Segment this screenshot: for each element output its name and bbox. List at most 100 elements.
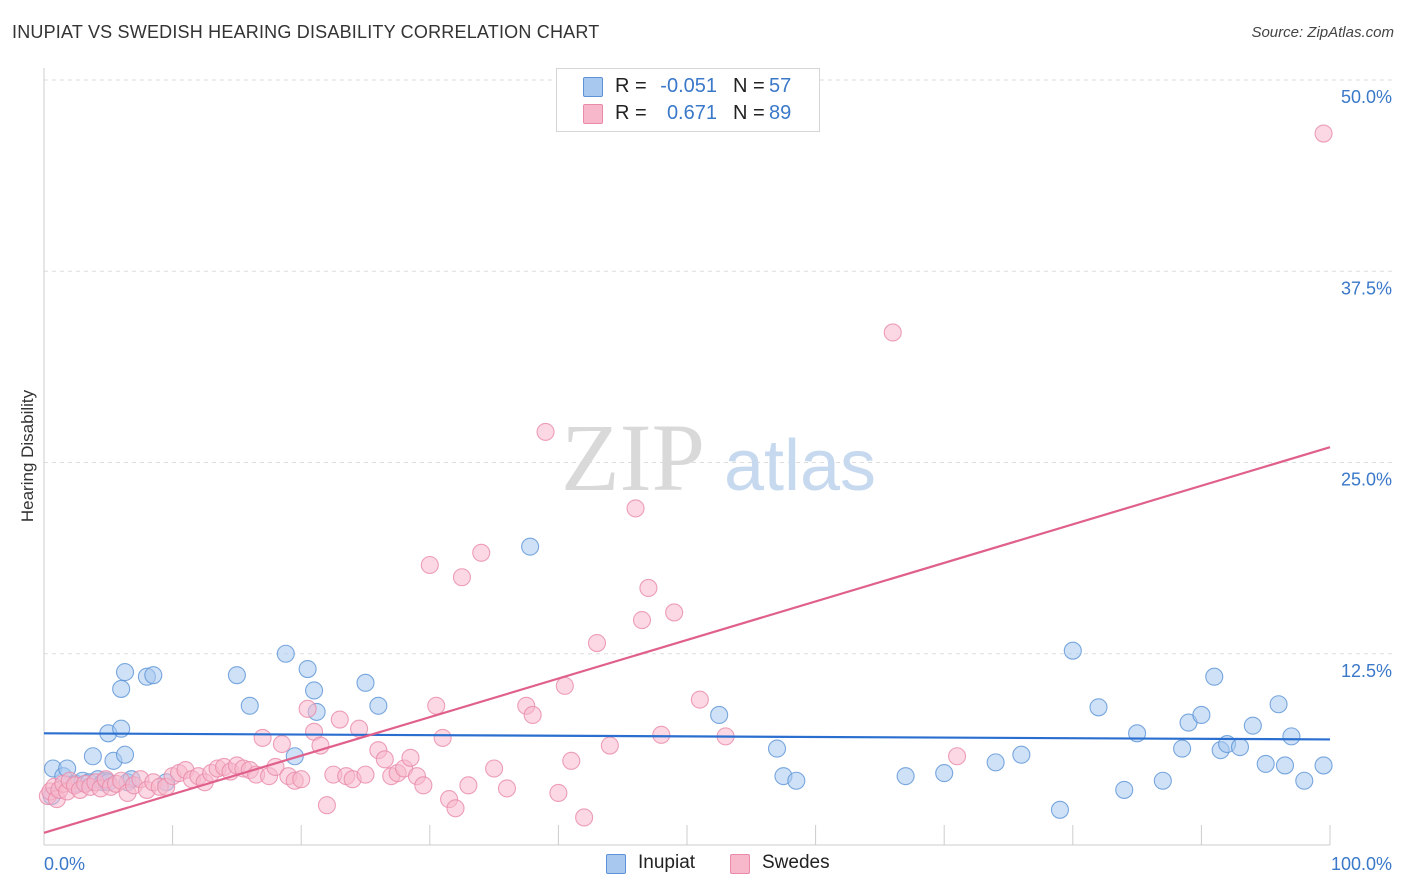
data-point	[446, 799, 465, 818]
data-point	[1282, 727, 1301, 746]
data-point	[896, 767, 915, 786]
data-point	[375, 750, 394, 769]
data-point	[555, 676, 574, 695]
data-point	[427, 696, 446, 715]
data-point	[986, 753, 1005, 772]
data-point	[639, 578, 658, 598]
data-point	[112, 679, 131, 698]
watermark: ZIP atlas	[561, 404, 876, 511]
data-point	[285, 747, 304, 766]
data-point	[459, 776, 478, 795]
data-point	[115, 663, 135, 682]
data-point	[276, 644, 295, 663]
data-point	[298, 699, 317, 718]
data-point	[330, 710, 349, 729]
y-axis-label: Hearing Disability	[18, 389, 37, 522]
data-point	[1269, 695, 1288, 714]
watermark-zip: ZIP	[561, 404, 705, 511]
correlation-legend: R = -0.051 N = 57 R = 0.671 N = 89	[556, 68, 820, 132]
data-point	[1115, 780, 1134, 799]
data-point	[497, 779, 517, 798]
data-point	[665, 603, 684, 622]
data-point	[1230, 738, 1250, 757]
chart-title: INUPIAT VS SWEDISH HEARING DISABILITY CO…	[12, 22, 600, 42]
legend-label-swedes: Swedes	[762, 852, 830, 873]
r-value: -0.051	[660, 75, 717, 97]
data-point	[356, 673, 375, 692]
legend-row-inupiat: R = -0.051 N = 57	[557, 73, 819, 101]
data-point	[787, 771, 806, 790]
r-value: 0.671	[666, 102, 717, 124]
data-point	[1205, 667, 1224, 686]
data-point	[587, 633, 607, 653]
data-point	[83, 747, 102, 766]
data-point	[420, 555, 439, 575]
data-point	[632, 611, 652, 630]
data-point	[401, 748, 420, 767]
data-point	[1243, 716, 1262, 735]
data-point	[485, 759, 504, 778]
source-label: Source: ZipAtlas.com	[1251, 24, 1394, 41]
data-point	[1192, 705, 1211, 725]
data-point	[562, 751, 581, 770]
data-point	[652, 725, 671, 744]
inupiat-trend-line	[43, 732, 1331, 741]
data-point	[626, 499, 645, 518]
data-point	[298, 659, 317, 679]
legend-row-swedes: R = 0.671 N = 89	[557, 100, 819, 128]
inupiat-swatch	[583, 77, 603, 97]
legend-label-inupiat: Inupiat	[638, 852, 696, 873]
data-point	[253, 728, 272, 747]
r-label: R =	[615, 75, 647, 97]
data-point	[690, 690, 709, 709]
y-tick-label: 37.5%	[1341, 278, 1392, 298]
data-point	[1089, 698, 1108, 717]
data-point	[305, 681, 324, 700]
axes	[43, 68, 1331, 846]
data-point	[414, 776, 433, 795]
data-point	[523, 705, 542, 725]
data-point	[1256, 754, 1275, 773]
data-point	[1153, 771, 1172, 790]
x-tick-labels: 0.0% 100.0%	[44, 854, 1392, 874]
swedes-swatch	[583, 104, 603, 124]
series-legend: Inupiat Swedes	[0, 852, 1406, 878]
data-point	[521, 537, 540, 556]
x-tick-label: 0.0%	[44, 854, 85, 874]
data-point	[600, 736, 619, 755]
data-point	[883, 323, 902, 342]
data-point	[317, 796, 336, 815]
data-point	[1314, 124, 1333, 143]
y-tick-label: 50.0%	[1341, 87, 1392, 107]
swedes-points	[38, 124, 1333, 827]
data-point	[575, 808, 594, 827]
y-tick-labels: 12.5% 25.0% 37.5% 50.0%	[1341, 87, 1392, 681]
data-point	[767, 739, 787, 758]
inupiat-swatch	[606, 854, 626, 874]
inupiat-points	[42, 537, 1333, 819]
data-point	[115, 745, 135, 764]
data-point	[1275, 756, 1295, 775]
n-label: N =	[733, 102, 765, 124]
data-point	[227, 666, 246, 685]
data-point	[948, 747, 967, 766]
data-point	[452, 568, 472, 587]
grid-lines	[44, 79, 1392, 655]
data-point	[356, 765, 375, 784]
data-point	[144, 666, 163, 685]
data-point	[1050, 800, 1069, 819]
data-point	[536, 422, 555, 441]
swedes-trend-line	[43, 446, 1331, 834]
data-point	[1012, 745, 1031, 764]
data-point	[433, 728, 452, 747]
data-point	[311, 736, 330, 755]
n-value: 89	[769, 102, 792, 124]
data-point	[369, 696, 388, 715]
data-point	[549, 783, 568, 803]
x-tick-label: 100.0%	[1331, 854, 1392, 874]
r-label: R =	[615, 102, 647, 124]
watermark-atlas: atlas	[724, 426, 876, 506]
data-point	[292, 770, 311, 789]
data-point	[935, 764, 954, 783]
